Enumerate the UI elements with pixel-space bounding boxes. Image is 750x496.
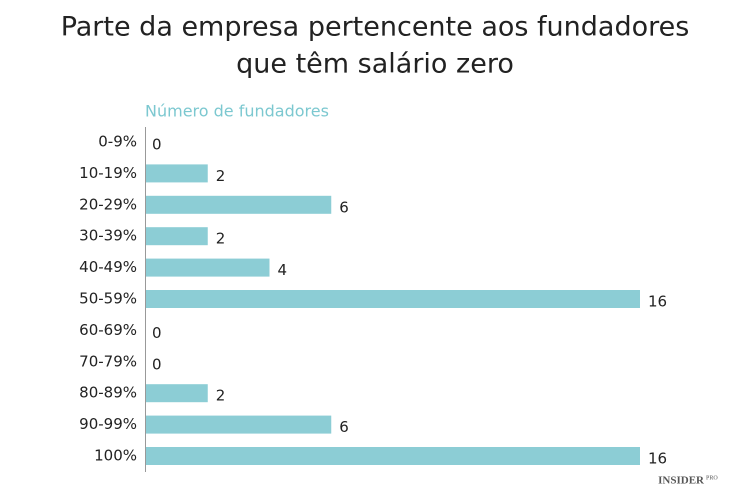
- bar: [146, 164, 208, 183]
- y-tick-label: 40-49%: [79, 258, 137, 276]
- y-tick-label: 70-79%: [79, 352, 137, 370]
- value-label: 2: [216, 230, 226, 248]
- value-label: 6: [339, 418, 349, 436]
- y-tick-label: 50-59%: [79, 290, 137, 308]
- value-label: 2: [216, 167, 226, 185]
- chart-title: Parte da empresa pertencente aos fundado…: [61, 12, 690, 43]
- y-tick-label: 80-89%: [79, 384, 137, 402]
- bar: [146, 195, 332, 214]
- bar: [146, 290, 640, 308]
- bar: [146, 258, 270, 277]
- value-label: 2: [216, 387, 226, 405]
- y-tick-label: 0-9%: [98, 133, 137, 151]
- chart-subtitle: Número de fundadores: [145, 102, 329, 121]
- logo: INSIDER: [658, 475, 705, 487]
- y-tick-label: 20-29%: [79, 195, 137, 213]
- value-label: 0: [152, 324, 162, 342]
- value-label: 16: [648, 450, 667, 468]
- value-label: 0: [152, 136, 162, 154]
- bar: [146, 384, 208, 403]
- y-tick-label: 60-69%: [79, 321, 137, 339]
- y-tick-label: 10-19%: [79, 164, 137, 182]
- bar: [146, 447, 640, 465]
- value-label: 16: [648, 293, 667, 311]
- value-label: 0: [152, 355, 162, 373]
- y-tick-label: 30-39%: [79, 227, 137, 245]
- bar: [146, 415, 332, 434]
- y-tick-label: 100%: [94, 447, 137, 465]
- y-tick-label: 90-99%: [79, 415, 137, 433]
- value-label: 6: [339, 198, 349, 216]
- logo-suffix: PRO: [706, 475, 718, 481]
- bar: [146, 227, 208, 246]
- chart-title: que têm salário zero: [236, 49, 514, 80]
- value-label: 4: [278, 261, 288, 279]
